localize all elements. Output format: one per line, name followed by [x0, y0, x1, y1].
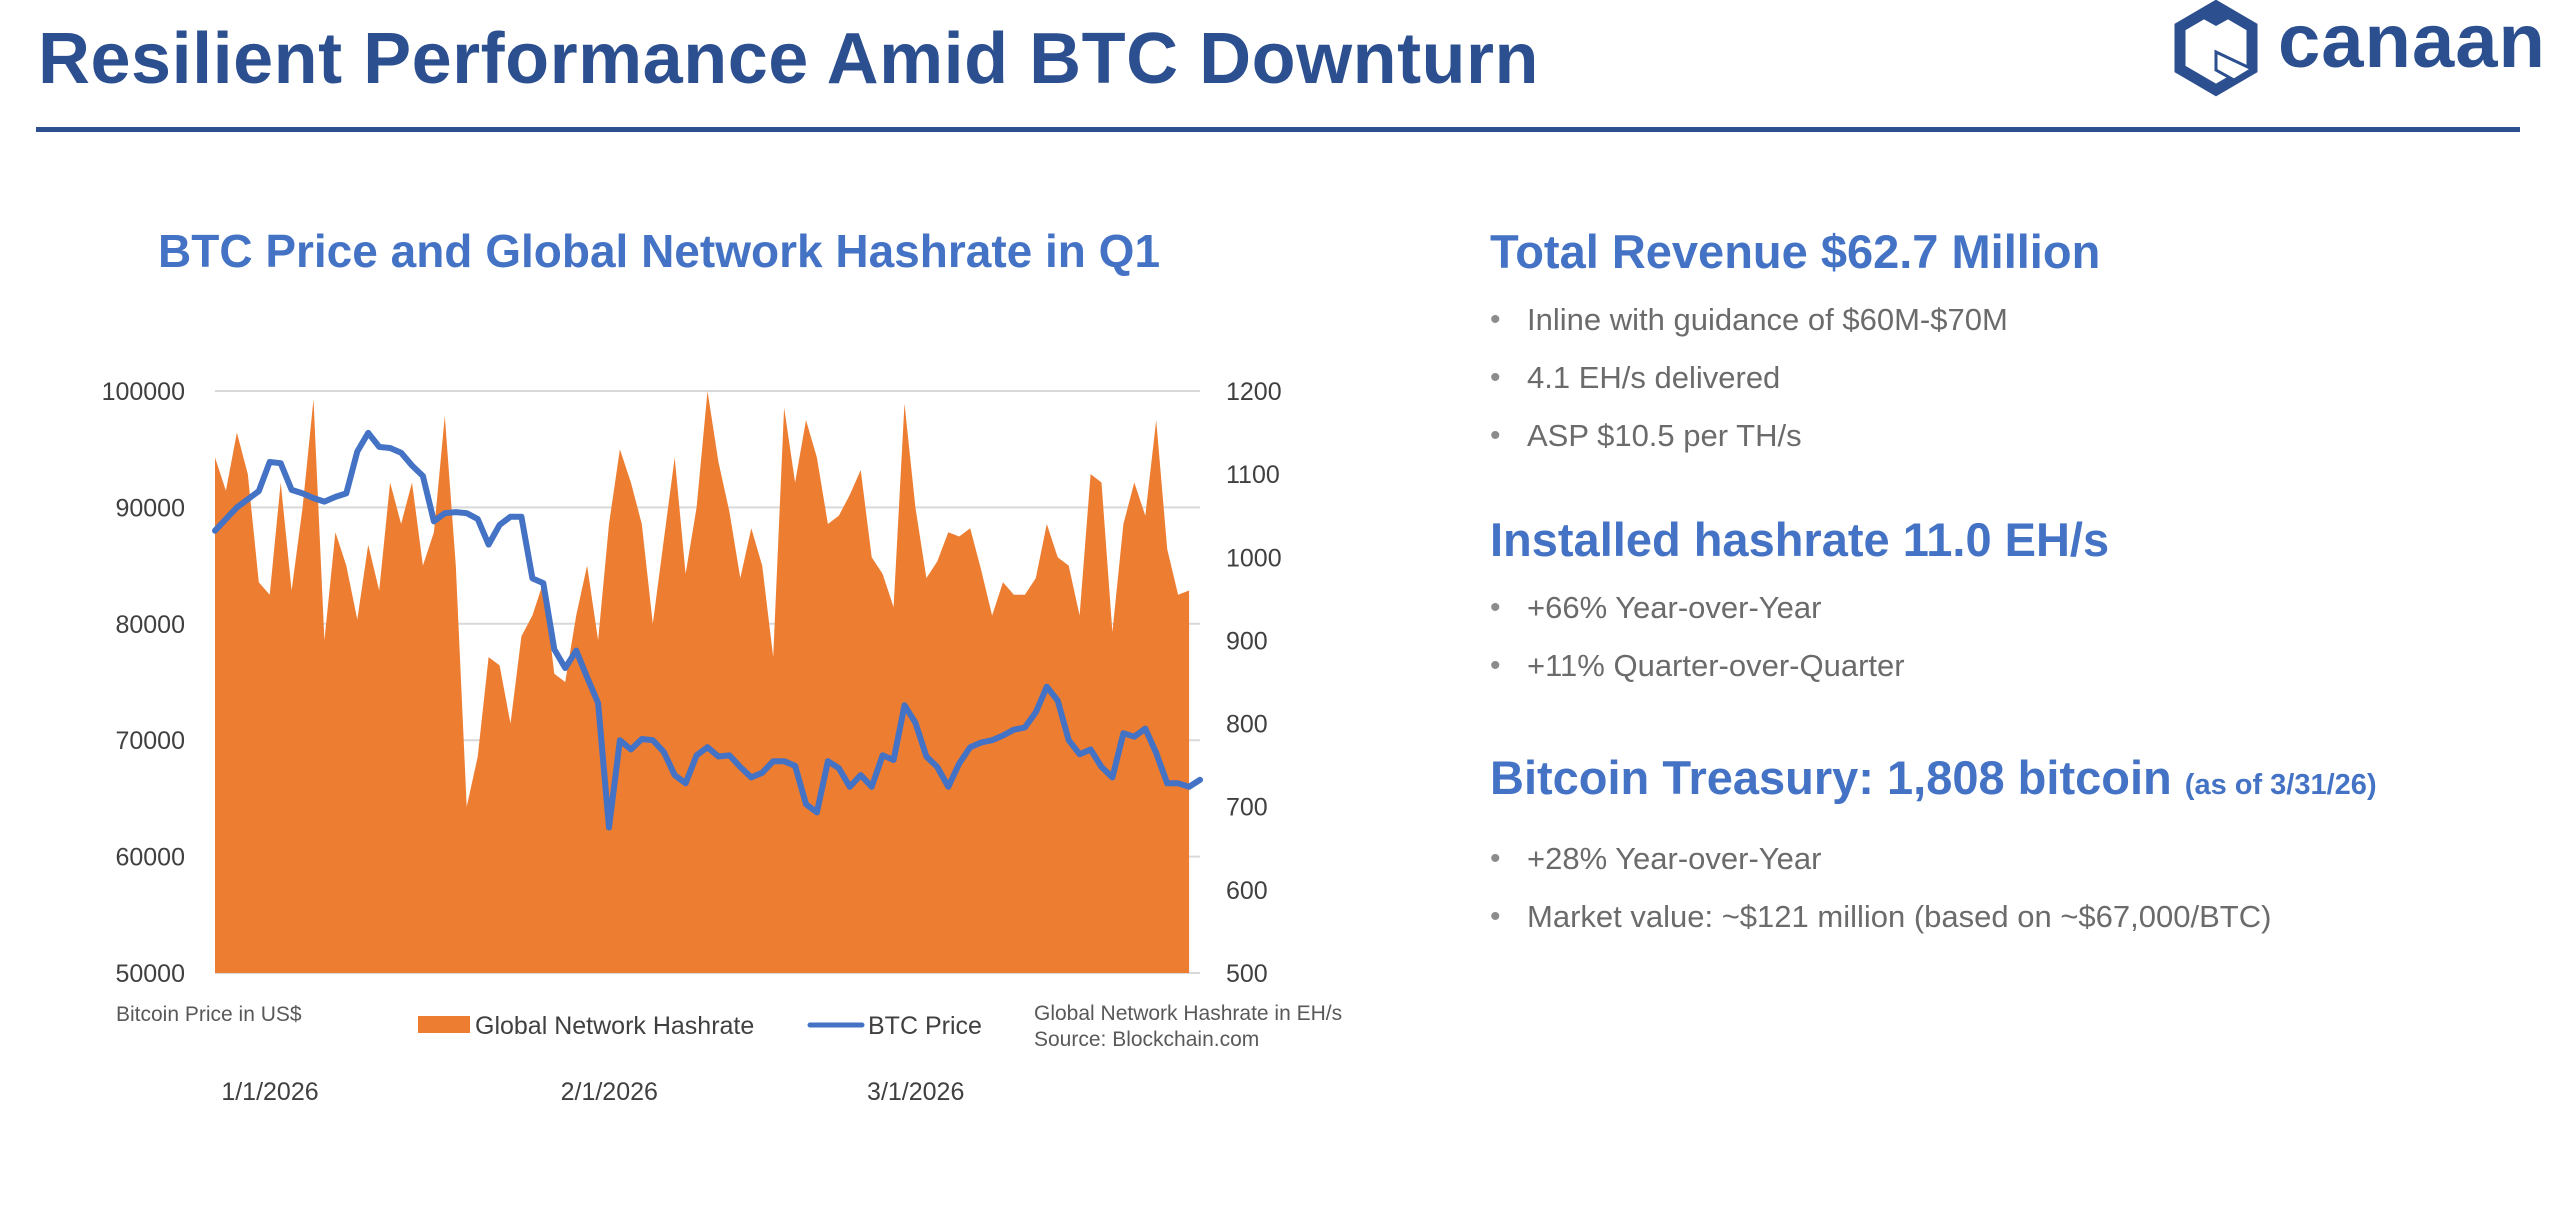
list-item: Market value: ~$121 million (based on ~$…: [1490, 888, 2271, 946]
left-tick-label: 100000: [102, 378, 185, 406]
company-logo: canaan: [2168, 0, 2545, 100]
right-tick-label: 1200: [1226, 378, 1282, 406]
legend-swatch-hashrate: [418, 1016, 470, 1033]
slide-title: Resilient Performance Amid BTC Downturn: [38, 19, 1540, 99]
logo-wordmark: canaan: [2278, 0, 2546, 84]
treasury-bullets: +28% Year-over-Year Market value: ~$121 …: [1490, 830, 2271, 946]
chart-source: Source: Blockchain.com: [1034, 1028, 1259, 1051]
left-tick-label: 80000: [115, 611, 185, 639]
right-tick-label: 700: [1226, 794, 1268, 822]
right-tick-label: 900: [1226, 627, 1268, 655]
list-item: Inline with guidance of $60M-$70M: [1490, 291, 2008, 349]
list-item: +11% Quarter-over-Quarter: [1490, 637, 1905, 695]
right-tick-label: 1100: [1226, 461, 1280, 489]
chart-title: BTC Price and Global Network Hashrate in…: [158, 225, 1161, 277]
left-axis-ticks: 100000 90000 80000 70000 60000 50000: [102, 378, 185, 988]
x-tick-label: 1/1/2026: [221, 1078, 318, 1106]
x-tick-label: 3/1/2026: [867, 1078, 964, 1106]
list-item: +66% Year-over-Year: [1490, 579, 1905, 637]
list-item: ASP $10.5 per TH/s: [1490, 407, 2008, 465]
list-item: 4.1 EH/s delivered: [1490, 349, 2008, 407]
legend-label-hashrate: Global Network Hashrate: [475, 1012, 754, 1040]
left-tick-label: 50000: [115, 960, 185, 988]
right-tick-label: 500: [1226, 960, 1268, 988]
treasury-heading-text: Bitcoin Treasury: 1,808 bitcoin: [1490, 751, 2172, 804]
right-tick-label: 1000: [1226, 544, 1282, 572]
revenue-heading: Total Revenue $62.7 Million: [1490, 224, 2100, 279]
hashrate-area-series: [215, 391, 1190, 973]
x-tick-label: 2/1/2026: [561, 1078, 658, 1106]
x-axis-ticks: 1/1/2026 2/1/2026 3/1/2026: [221, 1078, 964, 1106]
treasury-heading-note: (as of 3/31/26): [2184, 769, 2377, 801]
hashrate-area: [215, 391, 1190, 973]
hashrate-heading: Installed hashrate 11.0 EH/s: [1490, 512, 2109, 567]
hashrate-heading-text: Installed hashrate 11.0 EH/s: [1490, 513, 2110, 566]
treasury-heading: Bitcoin Treasury: 1,808 bitcoin (as of 3…: [1490, 750, 2377, 805]
right-axis-ticks: 1200 1100 1000 900 800 700 600 500: [1226, 378, 1282, 988]
right-axis-label: Global Network Hashrate in EH/s: [1034, 1002, 1342, 1025]
hashrate-bullets: +66% Year-over-Year +11% Quarter-over-Qu…: [1490, 579, 1905, 695]
title-divider: [36, 127, 2520, 132]
left-tick-label: 90000: [115, 494, 185, 522]
chart-legend: Global Network Hashrate BTC Price: [418, 1012, 982, 1040]
right-tick-label: 800: [1226, 711, 1268, 739]
left-tick-label: 60000: [115, 844, 185, 872]
list-item: +28% Year-over-Year: [1490, 830, 2271, 888]
btc-price-line: [212, 429, 1203, 831]
hexagon-logo-icon: [2174, 0, 2258, 97]
revenue-heading-text: Total Revenue $62.7 Million: [1490, 225, 2101, 278]
legend-label-btc-price: BTC Price: [868, 1012, 982, 1040]
left-axis-label: Bitcoin Price in US$: [116, 1003, 302, 1026]
right-tick-label: 600: [1226, 877, 1268, 905]
chart-container: BTC Price and Global Network Hashrate in…: [102, 225, 1343, 1106]
revenue-bullets: Inline with guidance of $60M-$70M 4.1 EH…: [1490, 291, 2008, 465]
combo-chart: 100000 90000 80000 70000 60000 50000 1200 1100…: [102, 378, 1343, 1106]
left-tick-label: 70000: [115, 727, 185, 755]
btc-price-line-series: [212, 429, 1203, 831]
